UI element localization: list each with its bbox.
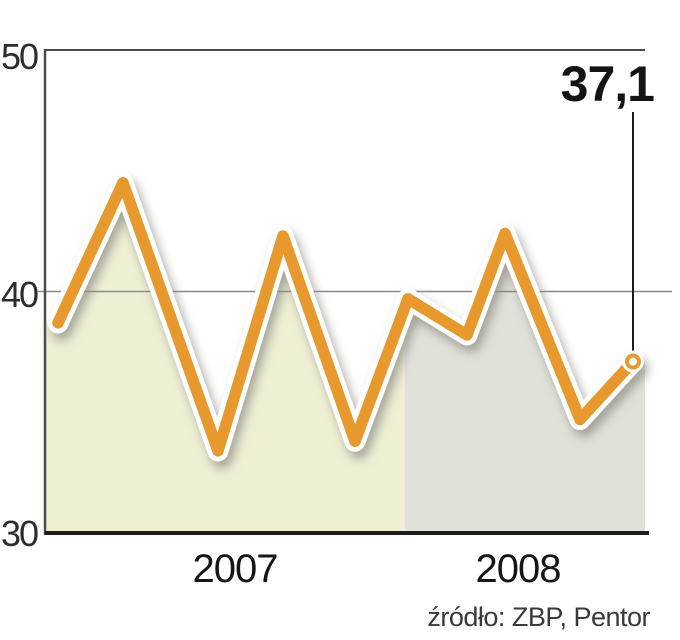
line-series [52, 177, 639, 457]
x-axis-label-2007: 2007 [192, 547, 279, 591]
area-fill-2007 [45, 182, 405, 533]
data-line-group [47, 172, 644, 462]
area-fill-2008 [405, 233, 645, 533]
last-value-callout-label: 37,1 [560, 56, 655, 112]
y-axis-tick-50: 50 [0, 36, 39, 77]
y-axis-tick-30: 30 [0, 513, 39, 554]
x-axis-label-2008: 2008 [475, 547, 562, 591]
y-axis-tick-40: 40 [0, 274, 39, 315]
end-marker-dot [629, 357, 637, 366]
source-credit: źródło: ZBP, Pentor [427, 602, 650, 632]
